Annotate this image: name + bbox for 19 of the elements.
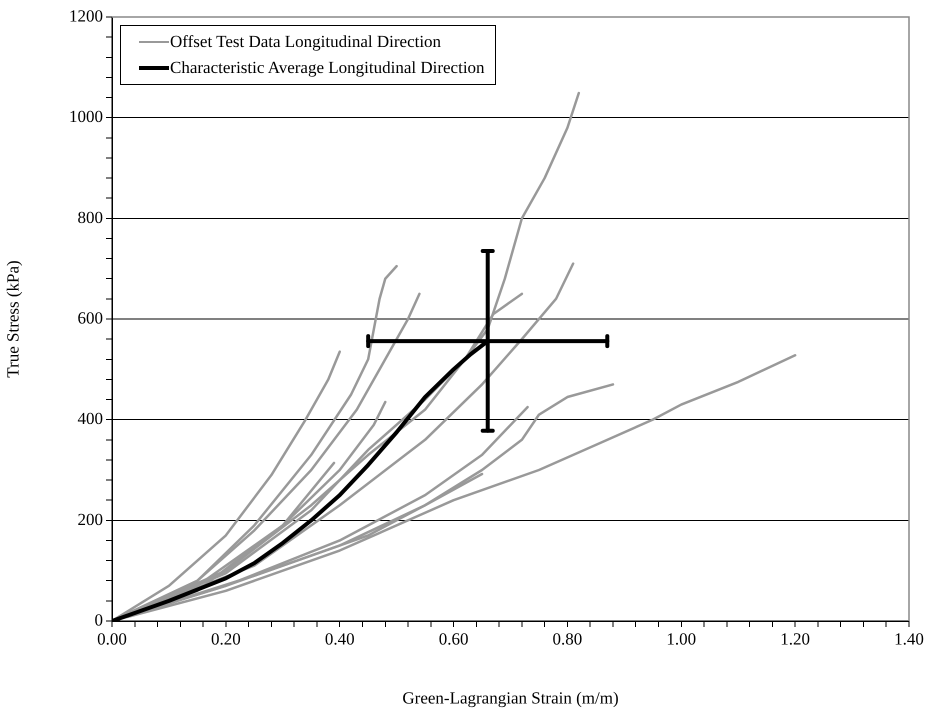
- y-tick-label: 1200: [69, 6, 103, 26]
- x-tick-label: 1.00: [666, 630, 696, 649]
- y-tick-label: 1000: [69, 107, 103, 126]
- y-tick-label: 800: [78, 208, 103, 227]
- legend-label: Offset Test Data Longitudinal Direction: [170, 32, 442, 52]
- y-tick-label: 0: [94, 610, 103, 630]
- y-tick-label: 600: [78, 308, 103, 328]
- x-tick-label: 1.20: [780, 630, 810, 649]
- legend-label: Characteristic Average Longitudinal Direction: [170, 58, 485, 78]
- x-tick-label: 0.40: [324, 630, 355, 649]
- y-tick-label: 200: [78, 510, 103, 529]
- x-axis-title: Green-Lagrangian Strain (m/m): [402, 688, 619, 708]
- y-tick-label: 400: [78, 409, 103, 428]
- x-tick-label: 1.40: [894, 630, 924, 649]
- x-tick-label: 0.00: [97, 630, 127, 649]
- x-tick-label: 0.20: [210, 630, 241, 649]
- x-tick-label: 0.80: [552, 630, 582, 649]
- x-tick-label: 0.60: [438, 630, 468, 649]
- y-axis-title: True Stress (kPa): [4, 260, 23, 378]
